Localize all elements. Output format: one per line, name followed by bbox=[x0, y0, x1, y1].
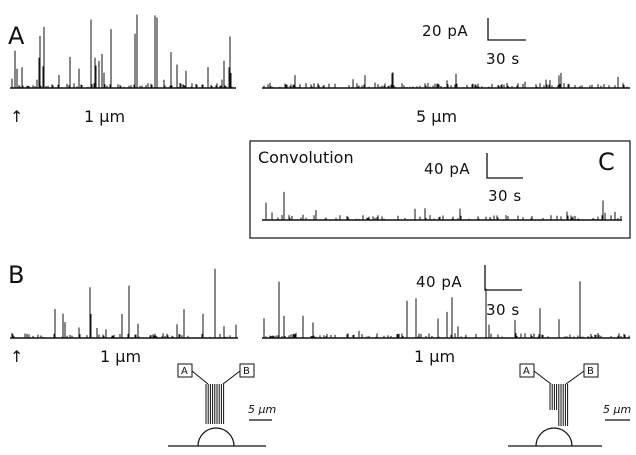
panel-b-left-label: 1 μm bbox=[100, 347, 141, 366]
trace-c bbox=[262, 191, 622, 221]
schematic-left-electrode bbox=[205, 384, 225, 424]
trace-b-left bbox=[10, 268, 238, 339]
schematic-right-cell bbox=[535, 427, 573, 447]
panel-a-letter: A bbox=[8, 22, 25, 50]
schematic-right-scale-label: 5 μm bbox=[603, 403, 631, 416]
schematic-left-cell bbox=[197, 427, 235, 447]
scale-c-current: 40 pA bbox=[424, 160, 470, 178]
panel-c-letter: C bbox=[598, 148, 615, 176]
schematic-left: A B 5 μm bbox=[168, 363, 276, 447]
panel-b-letter: B bbox=[8, 261, 24, 289]
scale-b-current: 40 pA bbox=[416, 273, 462, 291]
schematic-left-scale-label: 5 μm bbox=[248, 403, 276, 416]
schematic-right: A B 5 μm bbox=[508, 363, 631, 447]
scale-c-time: 30 s bbox=[488, 187, 522, 205]
panel-a-right-label: 5 μm bbox=[416, 107, 457, 126]
panel-c-title: Convolution bbox=[258, 148, 354, 167]
panel-b-right-label: 1 μm bbox=[414, 347, 455, 366]
scale-bar-c: 40 pA 30 s bbox=[424, 153, 523, 205]
scale-bar-a: 20 pA 30 s bbox=[422, 18, 526, 68]
scale-a-time: 30 s bbox=[486, 50, 520, 68]
schematic-right-box-b-label: B bbox=[587, 366, 594, 377]
panel-b-arrow: ↑ bbox=[10, 347, 23, 366]
schematic-left-box-b bbox=[239, 363, 255, 378]
panel-a-arrow: ↑ bbox=[10, 107, 23, 126]
panel-c-frame bbox=[249, 140, 631, 239]
schematic-left-box-b-label: B bbox=[243, 366, 250, 377]
panel-a-left-label: 1 μm bbox=[84, 107, 125, 126]
scale-a-current: 20 pA bbox=[422, 22, 468, 40]
schematic-left-box-a-label: A bbox=[181, 366, 188, 377]
trace-a-left bbox=[10, 14, 236, 89]
schematic-right-box-a-label: A bbox=[523, 366, 530, 377]
scale-bar-b: 40 pA 30 s bbox=[416, 265, 522, 319]
schematic-right-box-a bbox=[519, 363, 535, 378]
schematic-right-electrode bbox=[549, 384, 569, 426]
schematic-right-box-b bbox=[583, 363, 599, 378]
schematic-left-box-a bbox=[177, 363, 193, 378]
scale-b-time: 30 s bbox=[486, 301, 520, 319]
trace-b-right bbox=[262, 281, 630, 339]
trace-a-right bbox=[262, 72, 630, 89]
